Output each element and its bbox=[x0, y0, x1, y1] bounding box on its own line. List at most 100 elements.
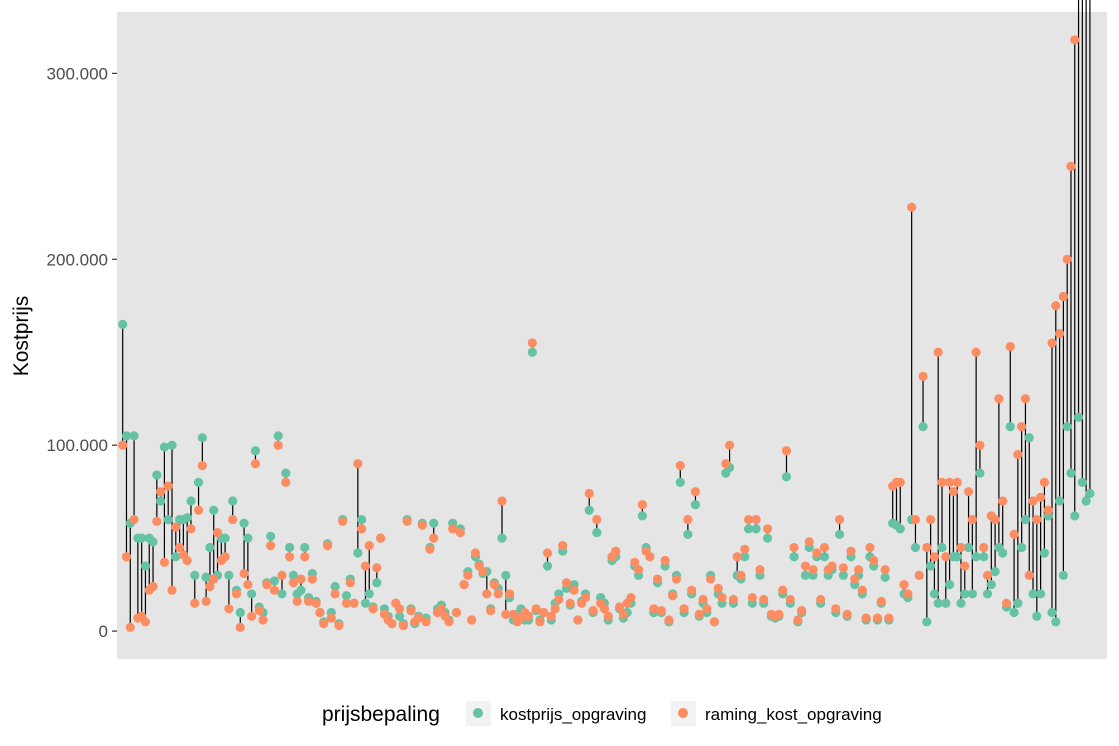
point-raming bbox=[846, 546, 856, 556]
point-raming bbox=[630, 557, 640, 567]
point-raming bbox=[853, 565, 864, 575]
point-raming bbox=[140, 617, 151, 627]
point-raming bbox=[357, 524, 367, 534]
point-raming bbox=[956, 542, 966, 553]
point-raming bbox=[504, 589, 515, 599]
point-raming bbox=[527, 338, 537, 348]
point-raming bbox=[190, 598, 200, 608]
point-raming bbox=[322, 540, 333, 551]
point-raming bbox=[721, 459, 731, 469]
point-raming bbox=[231, 589, 242, 599]
point-kostprijs bbox=[186, 496, 196, 506]
point-raming bbox=[751, 514, 761, 525]
point-raming bbox=[235, 622, 245, 632]
point-kostprijs bbox=[937, 542, 947, 553]
point-raming bbox=[406, 606, 416, 616]
point-raming bbox=[1039, 477, 1050, 487]
point-raming bbox=[345, 578, 355, 588]
point-raming bbox=[118, 440, 128, 450]
point-raming bbox=[394, 604, 405, 614]
point-kostprijs bbox=[743, 524, 754, 534]
point-raming bbox=[614, 602, 625, 612]
point-raming bbox=[747, 593, 757, 603]
point-raming bbox=[611, 546, 621, 556]
point-raming bbox=[929, 552, 940, 562]
point-raming bbox=[542, 548, 553, 558]
point-raming bbox=[228, 514, 238, 525]
point-raming bbox=[334, 620, 344, 631]
point-raming bbox=[319, 619, 329, 629]
point-raming bbox=[937, 477, 947, 487]
point-kostprijs bbox=[140, 561, 151, 571]
point-raming bbox=[565, 598, 575, 608]
point-raming bbox=[296, 574, 306, 584]
point-raming bbox=[827, 561, 837, 571]
point-raming bbox=[478, 567, 488, 577]
point-raming bbox=[895, 477, 905, 487]
point-raming bbox=[1001, 598, 1012, 608]
point-kostprijs bbox=[228, 496, 238, 506]
point-kostprijs bbox=[281, 468, 291, 478]
point-raming bbox=[842, 609, 852, 619]
point-raming bbox=[349, 598, 359, 608]
point-kostprijs bbox=[247, 589, 257, 599]
point-raming bbox=[186, 524, 196, 534]
point-raming bbox=[979, 542, 989, 553]
legend-dot-kostprijs bbox=[473, 708, 483, 718]
point-raming bbox=[732, 552, 742, 562]
point-kostprijs bbox=[762, 533, 773, 543]
point-kostprijs bbox=[963, 542, 974, 553]
point-kostprijs bbox=[1028, 589, 1038, 599]
point-raming bbox=[728, 594, 738, 605]
y-axis-title: Kostprijs bbox=[10, 296, 33, 377]
point-kostprijs bbox=[1039, 548, 1050, 558]
point-kostprijs bbox=[1005, 422, 1015, 432]
point-raming bbox=[1013, 449, 1023, 460]
point-kostprijs bbox=[800, 570, 811, 580]
point-kostprijs bbox=[197, 433, 207, 443]
point-kostprijs bbox=[152, 470, 162, 480]
point-kostprijs bbox=[1020, 514, 1031, 525]
point-raming bbox=[326, 613, 336, 623]
point-kostprijs bbox=[288, 570, 298, 580]
point-kostprijs bbox=[243, 533, 253, 543]
point-kostprijs bbox=[1070, 511, 1080, 521]
legend: prijsbepaling kostprijs_opgraving raming… bbox=[322, 701, 882, 726]
point-kostprijs bbox=[990, 567, 1000, 577]
point-raming bbox=[717, 593, 727, 603]
point-raming bbox=[975, 440, 985, 450]
point-raming bbox=[467, 615, 477, 625]
point-raming bbox=[778, 585, 788, 595]
point-raming bbox=[816, 594, 826, 605]
point-raming bbox=[558, 540, 568, 551]
point-kostprijs bbox=[675, 477, 685, 487]
point-raming bbox=[311, 598, 321, 608]
point-kostprijs bbox=[592, 527, 602, 538]
point-raming bbox=[535, 617, 545, 627]
point-raming bbox=[421, 617, 431, 627]
point-raming bbox=[292, 596, 302, 606]
point-raming bbox=[315, 607, 325, 618]
point-raming bbox=[451, 607, 462, 618]
point-raming bbox=[573, 615, 583, 625]
point-raming bbox=[713, 583, 723, 593]
point-kostprijs bbox=[967, 589, 977, 599]
point-kostprijs bbox=[372, 578, 382, 588]
point-raming bbox=[338, 516, 348, 527]
point-raming bbox=[774, 609, 784, 619]
point-raming bbox=[664, 615, 674, 625]
point-raming bbox=[709, 617, 720, 627]
point-kostprijs bbox=[1017, 542, 1027, 553]
point-raming bbox=[580, 593, 591, 603]
point-raming bbox=[1024, 570, 1034, 580]
point-raming bbox=[444, 617, 454, 627]
point-raming bbox=[174, 542, 185, 553]
point-raming bbox=[584, 488, 594, 499]
point-kostprijs bbox=[1051, 617, 1061, 627]
point-kostprijs bbox=[922, 617, 932, 627]
point-raming bbox=[907, 202, 917, 212]
point-raming bbox=[759, 594, 769, 605]
point-raming bbox=[402, 516, 412, 527]
point-raming bbox=[239, 568, 249, 579]
point-kostprijs bbox=[1081, 496, 1091, 506]
